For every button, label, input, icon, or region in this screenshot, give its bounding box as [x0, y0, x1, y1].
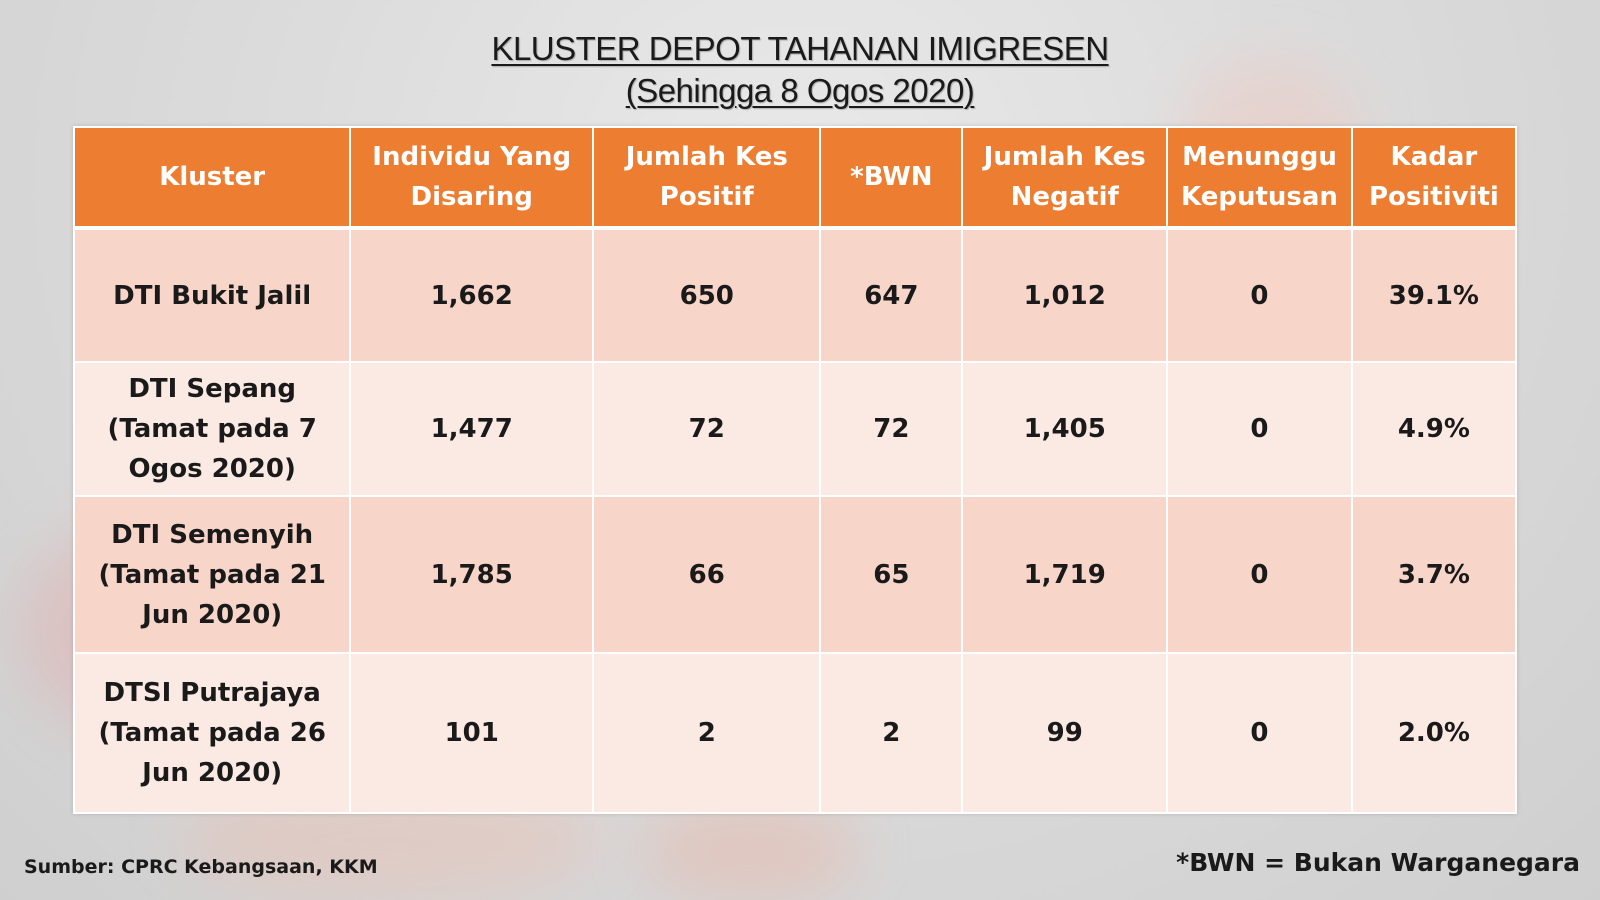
cell-kes-negatif: 1,405 [961, 361, 1169, 498]
header-menunggu-keputusan: Menunggu Keputusan [1166, 126, 1353, 230]
cell-kluster: DTI Bukit Jalil [72, 226, 352, 364]
cell-kadar-positiviti: 2.0% [1350, 651, 1518, 815]
cell-individu-disaring: 1,477 [349, 361, 595, 498]
header-bwn: *BWN [819, 126, 964, 230]
cell-bwn: 647 [819, 226, 964, 364]
cell-kes-positif: 72 [592, 361, 822, 498]
cell-individu-disaring: 1,662 [349, 226, 595, 364]
bwn-footnote: *BWN = Bukan Warganegara [1176, 848, 1580, 877]
cell-bwn: 2 [819, 651, 964, 815]
cell-kes-negatif: 1,012 [961, 226, 1169, 364]
header-jumlah-kes-positif: Jumlah Kes Positif [592, 126, 822, 230]
header-individu-disaring: Individu Yang Disaring [349, 126, 595, 230]
cell-kluster: DTSI Putrajaya (Tamat pada 26 Jun 2020) [72, 651, 352, 815]
header-kadar-positiviti: Kadar Positiviti [1350, 126, 1518, 230]
cell-kes-negatif: 1,719 [961, 495, 1169, 654]
cell-bwn: 72 [819, 361, 964, 498]
table-row: DTSI Putrajaya (Tamat pada 26 Jun 2020) … [72, 651, 1518, 815]
cell-bwn: 65 [819, 495, 964, 654]
page-title: KLUSTER DEPOT TAHANAN IMIGRESEN (Sehingg… [0, 28, 1600, 112]
cell-kes-negatif: 99 [961, 651, 1169, 815]
cluster-table: Kluster Individu Yang Disaring Jumlah Ke… [72, 126, 1518, 815]
cell-menunggu-keputusan: 0 [1166, 495, 1353, 654]
cell-kes-positif: 650 [592, 226, 822, 364]
title-line-1: KLUSTER DEPOT TAHANAN IMIGRESEN [491, 30, 1109, 67]
table-row: DTI Bukit Jalil 1,662 650 647 1,012 0 39… [72, 226, 1518, 364]
header-jumlah-kes-negatif: Jumlah Kes Negatif [961, 126, 1169, 230]
cell-kadar-positiviti: 3.7% [1350, 495, 1518, 654]
cell-kadar-positiviti: 4.9% [1350, 361, 1518, 498]
cell-kes-positif: 2 [592, 651, 822, 815]
cell-menunggu-keputusan: 0 [1166, 226, 1353, 364]
source-note: Sumber: CPRC Kebangsaan, KKM [24, 856, 378, 878]
cell-menunggu-keputusan: 0 [1166, 651, 1353, 815]
cell-kadar-positiviti: 39.1% [1350, 226, 1518, 364]
cell-individu-disaring: 1,785 [349, 495, 595, 654]
cell-individu-disaring: 101 [349, 651, 595, 815]
background-decoration [640, 800, 860, 900]
table-row: DTI Sepang (Tamat pada 7 Ogos 2020) 1,47… [72, 361, 1518, 498]
cell-kes-positif: 66 [592, 495, 822, 654]
title-line-2: (Sehingga 8 Ogos 2020) [625, 72, 975, 109]
cell-kluster: DTI Semenyih (Tamat pada 21 Jun 2020) [72, 495, 352, 654]
table-header-row: Kluster Individu Yang Disaring Jumlah Ke… [72, 126, 1518, 230]
table-row: DTI Semenyih (Tamat pada 21 Jun 2020) 1,… [72, 495, 1518, 654]
cell-menunggu-keputusan: 0 [1166, 361, 1353, 498]
header-kluster: Kluster [72, 126, 352, 230]
cell-kluster: DTI Sepang (Tamat pada 7 Ogos 2020) [72, 361, 352, 498]
